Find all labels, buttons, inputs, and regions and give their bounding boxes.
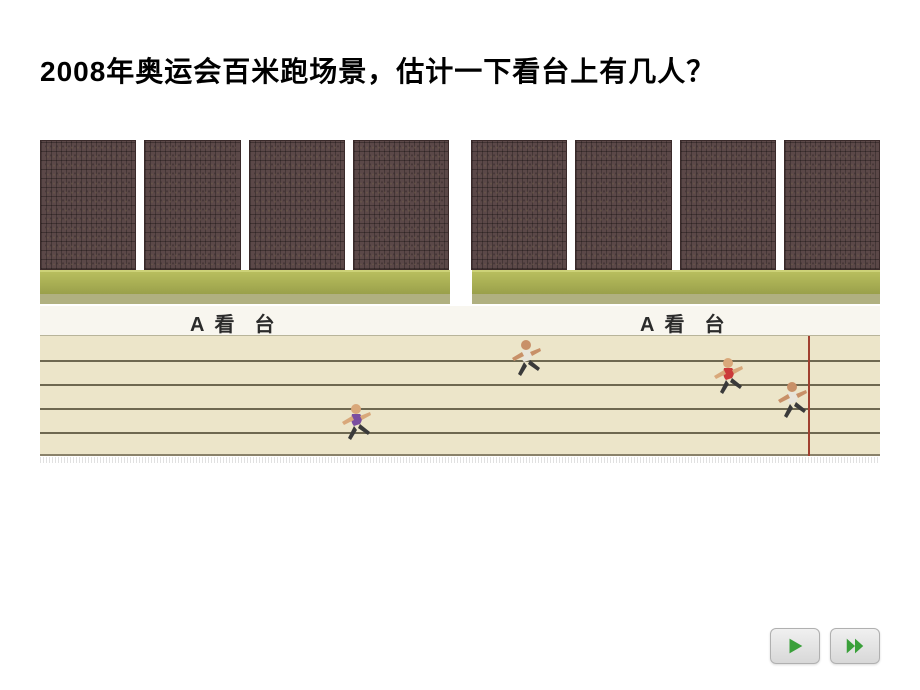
runner xyxy=(776,380,812,422)
stand-group-left xyxy=(40,140,449,270)
play-button[interactable] xyxy=(770,628,820,664)
stand-block xyxy=(784,140,880,270)
label-prefix: A xyxy=(640,314,660,336)
podium-left xyxy=(40,270,450,296)
play-icon xyxy=(784,635,806,657)
stadium-illustration: A看台 A看台 xyxy=(40,140,880,460)
stand-block xyxy=(471,140,567,270)
stand-block xyxy=(249,140,345,270)
stand-block xyxy=(353,140,449,270)
label-text: 看台 xyxy=(214,314,294,336)
lane-line xyxy=(40,408,880,410)
label-row: A看台 A看台 xyxy=(40,306,880,336)
stand-block xyxy=(144,140,240,270)
podium-right xyxy=(472,270,880,296)
runner xyxy=(340,402,376,444)
nav-buttons xyxy=(770,628,880,664)
runner xyxy=(510,338,546,380)
fast-forward-button[interactable] xyxy=(830,628,880,664)
label-prefix: A xyxy=(190,314,210,336)
running-track xyxy=(40,336,880,456)
lane-line xyxy=(40,360,880,362)
label-text: 看台 xyxy=(664,314,744,336)
stand-block xyxy=(575,140,671,270)
stand-label-left: A看台 xyxy=(190,308,294,337)
stand-block xyxy=(40,140,136,270)
fast-forward-icon xyxy=(844,635,866,657)
stand-group-right xyxy=(471,140,880,270)
runner xyxy=(712,356,748,398)
lane-line xyxy=(40,384,880,386)
slide: 2008年奥运会百米跑场景，估计一下看台上有几人？ A看台 A xyxy=(0,0,920,690)
stands-row xyxy=(40,140,880,270)
stand-label-right: A看台 xyxy=(640,308,744,337)
question-title: 2008年奥运会百米跑场景，估计一下看台上有几人？ xyxy=(40,50,880,90)
ground-texture xyxy=(40,457,880,463)
stand-block xyxy=(680,140,776,270)
lane-line xyxy=(40,432,880,434)
